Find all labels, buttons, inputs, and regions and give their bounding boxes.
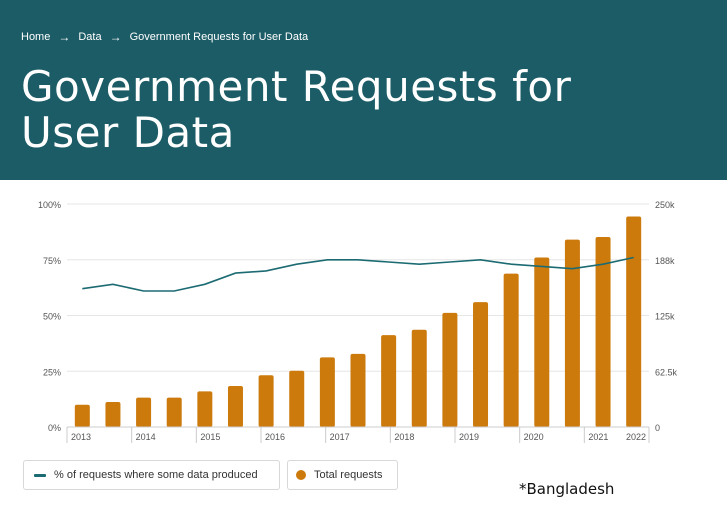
legend-line-item[interactable]: % of requests where some data produced — [23, 460, 280, 490]
breadcrumb-home-link[interactable]: Home — [21, 31, 51, 43]
bar — [595, 237, 611, 427]
y-left-tick-label: 50% — [43, 312, 61, 322]
page-title-line-1: Government Requests for — [21, 62, 572, 111]
y-right-tick-label: 188k — [655, 256, 675, 266]
x-tick-label: 2020 — [524, 432, 544, 442]
y-right-tick-label: 125k — [655, 312, 675, 322]
legend-line-label: % of requests where some data produced — [54, 469, 258, 481]
bar — [411, 329, 427, 427]
arrow-right-icon: → — [58, 30, 71, 44]
bar — [136, 397, 152, 427]
bar — [197, 391, 213, 427]
bar — [564, 239, 580, 427]
legend-bar-label: Total requests — [314, 469, 383, 481]
bar — [503, 273, 519, 427]
bar — [381, 335, 397, 427]
bar — [442, 312, 458, 427]
line-series-swatch — [34, 473, 46, 477]
chart-area: 0% 0 25% 62.5k 50% 125k 75% 188k 100% 250k 2013 201… — [0, 180, 727, 510]
y-right-tick-label: 0 — [655, 423, 660, 433]
arrow-right-icon: → — [109, 30, 122, 44]
bar — [166, 397, 182, 427]
bar — [473, 302, 489, 427]
bar — [534, 257, 550, 427]
page-header: Home → Data → Government Requests for Us… — [0, 0, 727, 180]
y-right-tick-label: 250k — [655, 200, 675, 210]
footnote: *Bangladesh — [519, 480, 615, 498]
x-tick-label: 2018 — [394, 432, 414, 442]
breadcrumb-data-link[interactable]: Data — [78, 31, 102, 43]
page-title: Government Requests for User Data — [21, 64, 571, 156]
x-tick-label: 2014 — [136, 432, 156, 442]
line-series — [82, 256, 634, 292]
legend-bar-item[interactable]: Total requests — [287, 460, 398, 490]
bar — [258, 375, 274, 427]
y-left-tick-label: 100% — [38, 200, 61, 210]
x-tick-label: 2019 — [459, 432, 479, 442]
requests-chart: 0% 0 25% 62.5k 50% 125k 75% 188k 100% 250k 2013 201… — [38, 200, 678, 443]
y-left-tick-label: 25% — [43, 367, 61, 377]
bar — [227, 385, 243, 427]
bar — [319, 357, 335, 427]
x-tick-label: 2015 — [200, 432, 220, 442]
bar — [289, 370, 305, 427]
bar — [105, 402, 121, 427]
x-tick-label: 2021 — [588, 432, 608, 442]
page-title-line-2: User Data — [21, 108, 235, 157]
bar — [74, 404, 90, 427]
bar — [350, 353, 366, 427]
x-tick-label: 2022 — [626, 432, 646, 442]
y-left-tick-label: 0% — [48, 423, 61, 433]
x-tick-label: 2017 — [330, 432, 350, 442]
y-right-tick-label: 62.5k — [655, 367, 678, 377]
breadcrumb-current: Government Requests for User Data — [129, 31, 309, 43]
breadcrumb: Home → Data → Government Requests for Us… — [21, 31, 308, 43]
x-tick-label: 2016 — [265, 432, 285, 442]
bar — [626, 216, 642, 427]
y-left-tick-label: 75% — [43, 256, 61, 266]
x-tick-label: 2013 — [71, 432, 91, 442]
bar-series-swatch — [296, 470, 306, 480]
